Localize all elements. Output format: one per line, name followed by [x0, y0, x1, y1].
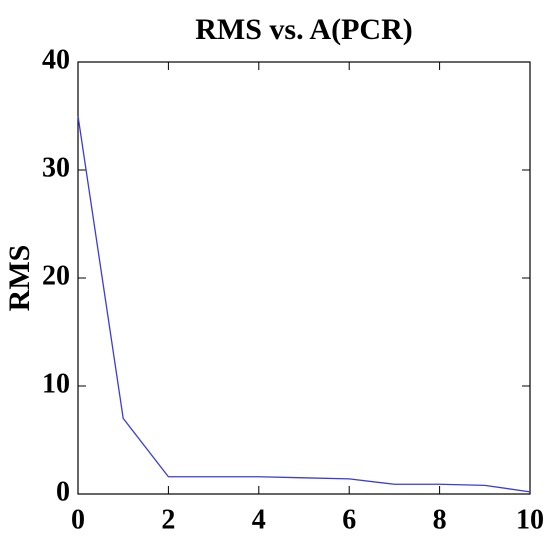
plot-frame — [77, 61, 531, 495]
x-tick-label: 8 — [433, 504, 447, 535]
chart-title: RMS vs. A(PCR) — [195, 13, 413, 46]
y-tick-label: 40 — [42, 44, 70, 75]
x-tick-label: 0 — [71, 504, 85, 535]
y-tick-label: 30 — [42, 152, 70, 183]
x-tick-label: 4 — [252, 504, 266, 535]
y-tick-label: 10 — [42, 368, 70, 399]
y-axis-label: RMS — [3, 245, 36, 312]
y-tick-label: 0 — [56, 476, 70, 507]
x-tick-label: 10 — [516, 504, 544, 535]
x-tick-label: 6 — [342, 504, 356, 535]
x-tick-label: 2 — [161, 504, 175, 535]
y-tick-label: 20 — [42, 260, 70, 291]
data-line — [77, 115, 531, 493]
